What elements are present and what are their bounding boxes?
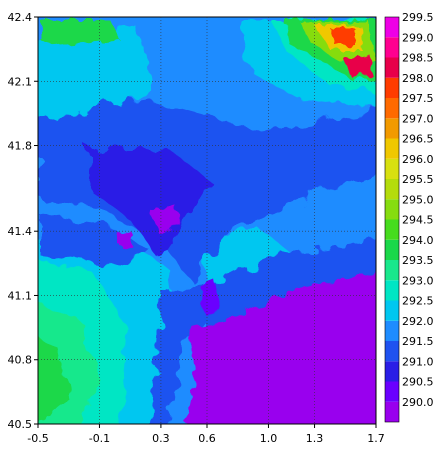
colorbar-label: 295.5: [402, 173, 433, 186]
x-axis: -0.5 -0.1 0.3 0.6 1.0 1.3 1.7: [27, 424, 385, 445]
colorbar-swatch: [385, 57, 399, 78]
y-tick-label: 42.4: [8, 11, 33, 24]
colorbar-swatch: [385, 239, 399, 260]
colorbar-label: 298.5: [402, 52, 433, 65]
colorbar-swatch: [385, 138, 399, 159]
colorbar-swatch: [385, 341, 399, 362]
x-tick-label: -0.1: [89, 432, 110, 445]
colorbar-label: 296.0: [402, 153, 433, 166]
colorbar-swatch: [385, 17, 399, 38]
colorbar-swatch: [385, 37, 399, 58]
colorbar-label: 292.0: [402, 315, 433, 328]
colorbar-swatch: [385, 98, 399, 119]
heatmap-field: [38, 17, 376, 424]
colorbar-swatch: [385, 401, 399, 422]
colorbar-swatch: [385, 381, 399, 402]
colorbar-label: 299.5: [402, 11, 433, 24]
colorbar-label: 298.0: [402, 72, 433, 85]
x-tick-label: 1.3: [306, 432, 324, 445]
colorbar: 290.0 290.5 291.0 291.5 292.0 292.5 293.0 293.5…: [384, 11, 433, 423]
colorbar-swatch: [385, 260, 399, 281]
colorbar-label: 294.5: [402, 214, 433, 227]
y-tick-label: 41.4: [8, 225, 33, 238]
colorbar-swatch: [385, 219, 399, 240]
colorbar-label: 290.5: [402, 376, 433, 389]
colorbar-swatch: [385, 280, 399, 301]
x-tick-label: -0.5: [27, 432, 48, 445]
y-tick-label: 40.5: [8, 418, 33, 431]
x-tick-label: 0.6: [198, 432, 216, 445]
colorbar-label: 291.0: [402, 355, 433, 368]
y-axis: 42.4 42.1 41.8 41.4 41.1 40.8 40.5: [8, 11, 38, 431]
x-tick-label: 1.0: [260, 432, 278, 445]
colorbar-swatch: [385, 300, 399, 321]
colorbar-swatch: [385, 361, 399, 382]
x-tick-label: 1.7: [367, 432, 385, 445]
x-tick-label: 0.3: [152, 432, 170, 445]
colorbar-label: 291.5: [402, 335, 433, 348]
colorbar-label: 292.5: [402, 295, 433, 308]
colorbar-swatch: [385, 158, 399, 179]
colorbar-swatch: [385, 118, 399, 139]
colorbar-swatch: [385, 320, 399, 341]
colorbar-label: 297.0: [402, 112, 433, 125]
y-tick-label: 41.8: [8, 140, 33, 153]
colorbar-swatch: [385, 77, 399, 98]
colorbar-label: 294.0: [402, 234, 433, 247]
colorbar-label: 293.0: [402, 274, 433, 287]
colorbar-label: 296.5: [402, 133, 433, 146]
colorbar-swatch: [385, 199, 399, 220]
colorbar-label: 299.0: [402, 31, 433, 44]
colorbar-frame: [384, 16, 400, 423]
colorbar-label: 295.0: [402, 193, 433, 206]
colorbar-swatch: [385, 179, 399, 200]
colorbar-label: 290.0: [402, 396, 433, 409]
y-tick-label: 41.1: [8, 289, 33, 302]
colorbar-label: 297.5: [402, 92, 433, 105]
y-tick-label: 40.8: [8, 354, 33, 367]
y-tick-label: 42.1: [8, 75, 33, 88]
colorbar-label: 293.5: [402, 254, 433, 267]
grid-lines: [38, 17, 376, 424]
